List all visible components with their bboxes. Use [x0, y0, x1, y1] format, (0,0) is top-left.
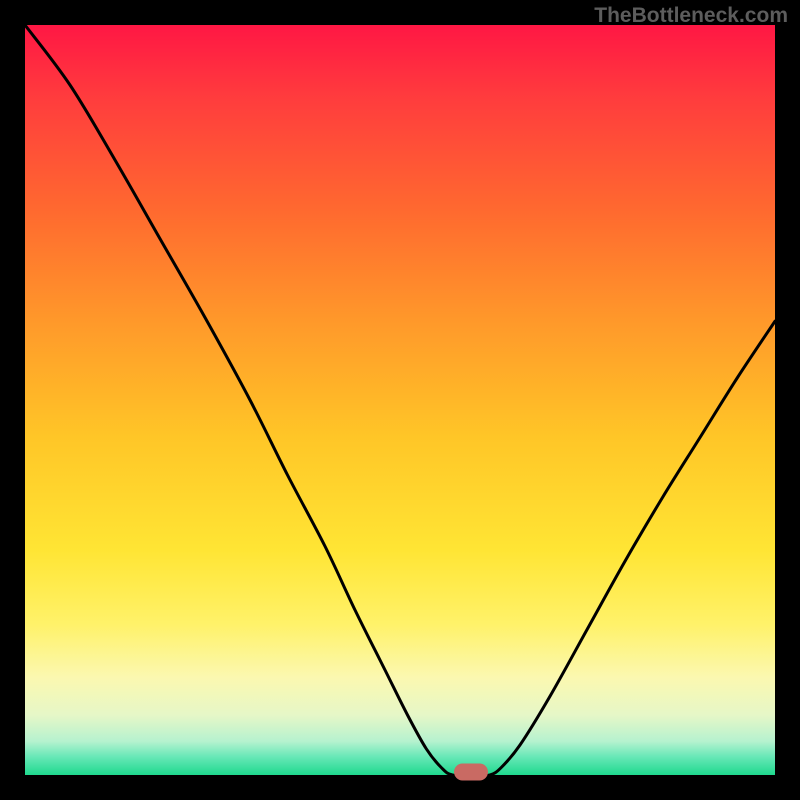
chart-svg	[0, 0, 800, 800]
optimal-marker	[454, 764, 488, 781]
chart-frame: TheBottleneck.com	[0, 0, 800, 800]
plot-background	[25, 25, 775, 775]
